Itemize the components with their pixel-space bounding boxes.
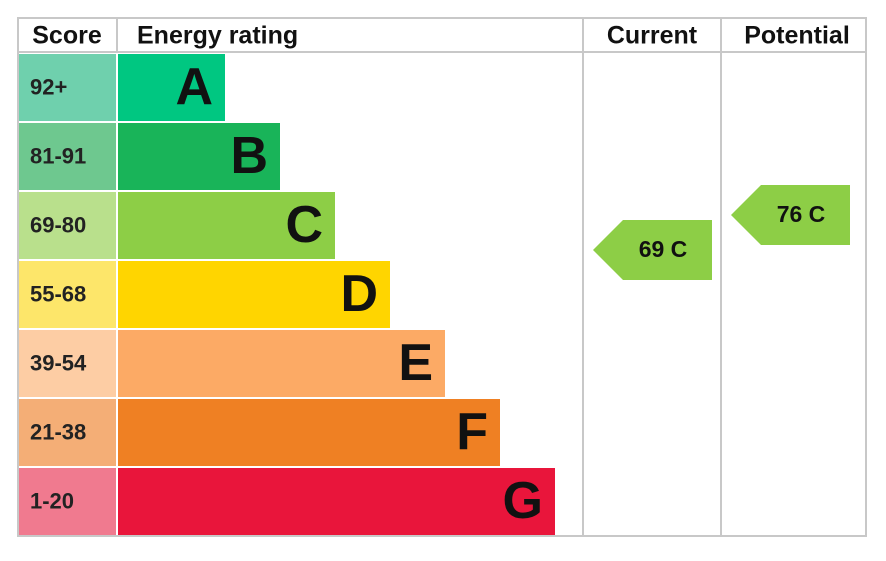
rating-bar [118, 330, 445, 397]
header-potential: Potential [744, 22, 850, 50]
score-cell [19, 330, 116, 397]
rating-bar [118, 192, 335, 259]
header-current: Current [607, 22, 698, 50]
grid [17, 17, 867, 537]
rating-letter: D [340, 265, 378, 323]
rating-letter: C [285, 196, 323, 254]
rating-bar [118, 54, 225, 121]
score-cell [19, 123, 116, 190]
potential-arrow [731, 185, 850, 245]
rating-letter: F [456, 403, 488, 461]
score-range: 69-80 [30, 212, 86, 237]
rating-letter: B [230, 127, 268, 185]
score-cell [19, 192, 116, 259]
rating-bar [118, 261, 390, 328]
score-range: 92+ [30, 74, 67, 99]
header-rating: Energy rating [137, 22, 298, 50]
score-cell [19, 54, 116, 121]
score-range: 21-38 [30, 419, 86, 444]
score-range: 1-20 [30, 488, 74, 513]
rating-letter: E [398, 334, 433, 392]
current-label: 69 C [639, 236, 688, 262]
rating-bar [118, 399, 500, 466]
score-range: 39-54 [30, 350, 87, 375]
score-cell [19, 399, 116, 466]
rating-letter: G [503, 472, 543, 530]
border [17, 17, 867, 537]
score-range: 55-68 [30, 281, 86, 306]
potential-label: 76 C [777, 201, 826, 227]
rating-bar [118, 468, 555, 535]
rating-letter: A [175, 58, 213, 116]
score-cell [19, 468, 116, 535]
score-cell [19, 261, 116, 328]
rating-bar [118, 123, 280, 190]
current-arrow [593, 220, 712, 280]
header-score: Score [32, 22, 102, 50]
score-range: 81-91 [30, 143, 86, 168]
